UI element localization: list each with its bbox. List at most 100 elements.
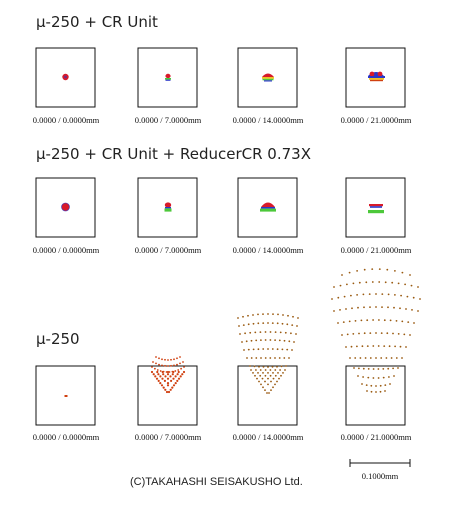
spot-dot bbox=[276, 322, 279, 325]
spot-dot bbox=[269, 369, 272, 371]
spot-dot bbox=[410, 284, 413, 287]
spot-dot bbox=[353, 367, 355, 369]
spot-dot bbox=[382, 368, 385, 370]
spot-dot bbox=[281, 322, 284, 325]
spot-dot bbox=[397, 333, 400, 335]
spot-dot bbox=[162, 386, 165, 389]
spot-dot bbox=[399, 345, 402, 348]
spot-dot bbox=[270, 389, 272, 391]
spot-dot bbox=[157, 373, 160, 376]
spot-dot bbox=[282, 314, 284, 316]
spot-dot bbox=[391, 281, 394, 284]
spot-dot bbox=[260, 383, 262, 386]
spot-dot bbox=[286, 348, 289, 351]
spot-dot bbox=[247, 323, 250, 326]
spot-dot bbox=[386, 332, 389, 335]
spot-dot bbox=[166, 384, 170, 387]
spot-dot bbox=[156, 370, 159, 374]
spot-dot bbox=[346, 333, 349, 336]
spot-dot bbox=[405, 308, 407, 310]
spot-dot bbox=[164, 358, 166, 361]
spot-dot bbox=[284, 369, 286, 371]
spot-dot bbox=[348, 271, 351, 274]
spot-dot bbox=[252, 372, 254, 374]
frames-row-2 bbox=[35, 177, 406, 238]
spot-dot bbox=[174, 382, 177, 385]
spot-dot bbox=[161, 377, 164, 380]
spot-dot bbox=[354, 320, 357, 322]
spot-dot bbox=[287, 314, 289, 317]
spot-dot bbox=[262, 348, 265, 350]
spot-dot bbox=[254, 331, 257, 334]
spot-dot bbox=[159, 375, 162, 378]
spot-dot bbox=[392, 332, 394, 335]
spot-dot bbox=[167, 390, 171, 394]
spot-r2-c4 bbox=[368, 204, 384, 214]
spot-dot bbox=[155, 377, 159, 380]
spot-dot bbox=[171, 386, 174, 389]
spot-dot bbox=[363, 332, 366, 335]
spot-dot bbox=[161, 370, 164, 374]
spot-dot bbox=[278, 357, 281, 359]
spot-dot bbox=[258, 380, 260, 383]
caption-r2-c3: 0.0000 / 14.0000mm bbox=[232, 245, 304, 255]
spot-dot bbox=[383, 319, 386, 322]
spot-frame-r2-c4 bbox=[345, 177, 406, 238]
spot-dot bbox=[350, 294, 352, 297]
spot-dot bbox=[162, 373, 165, 376]
spot-dot bbox=[163, 379, 166, 382]
spot-dot bbox=[257, 372, 259, 374]
title-row-2: μ-250 + CR Unit + ReducerCR 0.73X bbox=[36, 145, 311, 163]
frames-row-3 bbox=[35, 365, 406, 426]
spot-dot bbox=[384, 281, 387, 284]
spot-dot bbox=[264, 357, 267, 359]
spot-dot bbox=[413, 322, 415, 324]
spot-dot bbox=[152, 361, 154, 363]
spot-dot bbox=[259, 331, 262, 333]
spot-dot bbox=[361, 345, 364, 348]
spot-dot bbox=[154, 375, 157, 378]
spot-dot bbox=[387, 293, 390, 296]
spot-dot bbox=[365, 281, 368, 284]
spot-dot bbox=[394, 270, 396, 272]
spot-dot bbox=[351, 307, 353, 310]
spot-dot bbox=[279, 331, 282, 334]
spot-dot bbox=[274, 357, 276, 359]
spot-dot bbox=[411, 309, 413, 311]
spot-r1-c3 bbox=[262, 73, 274, 82]
spot-dot bbox=[180, 367, 183, 370]
frames-row-1 bbox=[35, 47, 406, 108]
spot-r1-c4 bbox=[368, 71, 385, 82]
caption-r3-c3: 0.0000 / 14.0000mm bbox=[232, 432, 304, 442]
spot-dot bbox=[244, 332, 247, 335]
spot-dot bbox=[285, 365, 287, 367]
spot-dot bbox=[357, 306, 359, 309]
spot-dot bbox=[343, 295, 346, 298]
spot-dot bbox=[166, 370, 170, 374]
spot-dot bbox=[250, 369, 252, 371]
spot-dot bbox=[277, 313, 279, 316]
spot-dot bbox=[283, 357, 286, 359]
spot-dot bbox=[262, 322, 265, 324]
spot-dot bbox=[267, 377, 269, 380]
caption-r1-c1: 0.0000 / 0.0000mm bbox=[32, 115, 100, 125]
spot-dot bbox=[254, 374, 256, 377]
spot-dot bbox=[369, 357, 372, 359]
spot-dot bbox=[238, 325, 240, 327]
spot-dot bbox=[262, 372, 264, 374]
spot-dot bbox=[159, 382, 162, 385]
spot-dot bbox=[274, 383, 276, 386]
spot-dot bbox=[260, 339, 262, 341]
spot-dot bbox=[360, 319, 363, 322]
spot-dot bbox=[382, 376, 385, 379]
spot-dot bbox=[255, 369, 257, 371]
spot-dot bbox=[370, 384, 373, 387]
spot-frame-r1-c2 bbox=[137, 47, 198, 108]
spot-dot bbox=[170, 358, 172, 361]
spot-dot bbox=[356, 270, 358, 272]
spot-dot bbox=[164, 388, 167, 391]
spot-dot bbox=[264, 331, 267, 333]
caption-r1-c4: 0.0000 / 21.0000mm bbox=[340, 115, 412, 125]
caption-r2-c1: 0.0000 / 0.0000mm bbox=[32, 245, 100, 255]
spot-dot bbox=[280, 365, 283, 368]
